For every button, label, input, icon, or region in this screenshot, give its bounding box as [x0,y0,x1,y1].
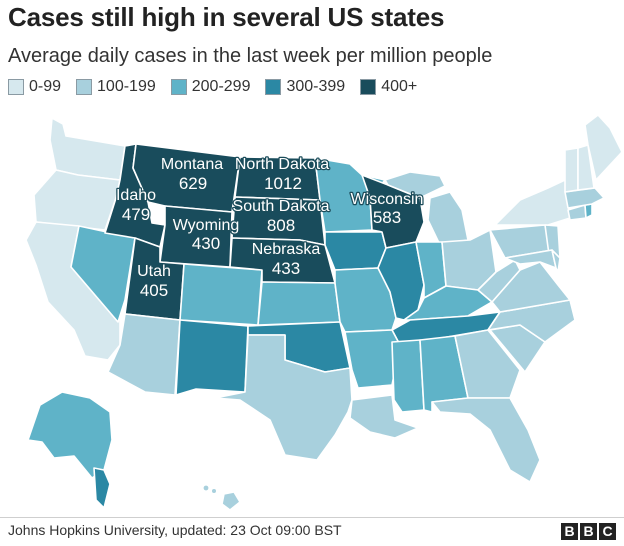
map-title: Cases still high in several US states [8,2,445,32]
state-mississippi [391,339,425,413]
label-south-dakota-value: 808 [267,216,295,235]
label-idaho-name: Idaho [116,187,156,204]
state-hawaii-islet [203,485,209,491]
label-idaho-value: 479 [122,205,150,224]
legend-item-400-plus: 400+ [360,78,417,96]
state-oregon [33,169,121,231]
source-note: Johns Hopkins University, updated: 23 Oc… [8,522,342,538]
state-georgia [454,329,521,399]
label-nebraska-value: 433 [272,259,300,278]
state-new-hampshire [577,144,595,191]
legend-label: 300-399 [286,78,346,95]
state-new-york [494,179,571,226]
state-west-virginia [477,259,521,303]
state-louisiana [349,394,419,439]
bbc-logo-letter: C [599,523,616,540]
bbc-logo-letter: B [561,523,578,540]
label-south-dakota-name: South Dakota [233,198,330,215]
legend-item-0-99: 0-99 [8,78,61,96]
legend-item-300-399: 300-399 [265,78,345,96]
legend-item-200-299: 200-299 [170,78,251,96]
us-choropleth-map: Montana 629 North Dakota 1012 Idaho 479 … [25,114,623,511]
bbc-logo: B B C [559,523,616,540]
state-iowa [324,231,387,271]
state-new-mexico [175,319,249,396]
label-wyoming-value: 430 [192,234,220,253]
label-wisconsin-value: 583 [373,208,401,227]
map-subtitle: Average daily cases in the last week per… [8,45,493,67]
label-north-dakota-value: 1012 [264,174,302,193]
legend-swatch [265,79,282,95]
legend-label: 0-99 [29,78,62,95]
state-maryland [504,249,557,269]
state-kansas [257,281,341,326]
state-texas [214,334,353,461]
legend-label: 100-199 [97,78,156,95]
label-utah-name: Utah [137,263,171,280]
legend: 0-99 100-199 200-299 300-399 400+ [8,78,432,96]
state-colorado [179,263,263,326]
state-alaska [27,391,113,479]
bbc-logo-letter: B [580,523,597,540]
label-montana-name: Montana [161,156,223,173]
state-michigan-lower [427,191,469,246]
footer-divider [0,517,624,518]
state-alaska-panhandle [93,467,111,509]
label-wisconsin-name: Wisconsin [351,191,424,208]
legend-item-100-199: 100-199 [76,78,156,96]
state-maine [584,114,623,181]
legend-swatch [76,79,93,95]
state-hawaii [221,491,241,511]
label-utah-value: 405 [140,281,168,300]
state-arkansas [344,329,401,389]
label-nebraska-name: Nebraska [252,241,321,258]
legend-label: 400+ [381,78,418,95]
label-north-dakota-name: North Dakota [235,156,329,173]
state-rhode-island [584,203,593,219]
legend-swatch [170,79,187,95]
legend-label: 200-299 [191,78,251,95]
legend-swatch [360,79,377,95]
state-michigan-upper [384,171,446,199]
state-hawaii-islet [212,489,216,493]
state-florida [431,397,541,483]
legend-swatch [8,79,24,95]
label-montana-value: 629 [179,174,207,193]
state-delaware [551,249,561,273]
state-vermont [564,147,579,193]
label-wyoming-name: Wyoming [173,217,240,234]
